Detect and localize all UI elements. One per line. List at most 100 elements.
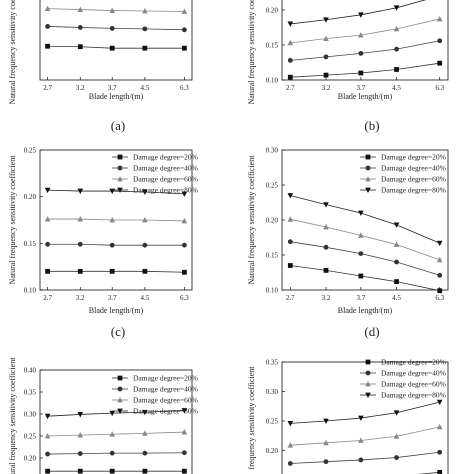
data-point-s3-4 [393, 25, 400, 32]
x-tick-label: 2.7 [43, 294, 52, 302]
data-point-s2-5 [437, 38, 443, 44]
data-point-s1-3 [109, 468, 115, 474]
plot-frame [39, 0, 193, 81]
data-point-s4-4 [393, 410, 400, 416]
data-point-s2-2 [323, 244, 329, 250]
data-point-s1-2 [323, 268, 329, 273]
chart-panel-6: 0.35 0.30 0.25 0.20 frequency sensitivity co… [247, 358, 449, 474]
data-point-s3-3 [358, 437, 364, 443]
legend-marker [365, 154, 371, 160]
legend-marker [365, 359, 371, 365]
data-point-s3-2 [323, 35, 329, 42]
data-point-s2-4 [142, 26, 148, 32]
data-point-s4-2 [77, 412, 84, 418]
data-point-s1-4 [142, 45, 148, 51]
data-point-s4-2 [323, 17, 329, 23]
data-point-s4-4 [142, 189, 148, 195]
legend-entry: Damage degree=20% [381, 358, 446, 367]
data-point-s2-2 [77, 25, 83, 30]
data-point-s4-1 [287, 193, 294, 199]
legend: Damage degree=20% Damage degree=40% Damage… [112, 374, 198, 416]
x-tick-label: 3.7 [356, 84, 365, 92]
x-tick-label: 4.5 [392, 84, 401, 92]
data-point-s2-4 [394, 259, 399, 265]
y-tick-label: 0.20 [266, 447, 279, 455]
data-point-s1-2 [77, 44, 83, 50]
data-point-s2-4 [394, 46, 399, 52]
legend-entry: Damage degree=20% [133, 374, 198, 383]
panel-label: (c) [111, 324, 125, 339]
data-point-s2-1 [45, 451, 50, 457]
data-point-s4-2 [323, 202, 329, 208]
data-point-s4-3 [358, 415, 364, 422]
series-line-3 [47, 218, 185, 222]
data-point-s3-5 [181, 217, 188, 224]
data-point-s1-3 [358, 70, 364, 76]
legend-marker [365, 392, 371, 398]
y-axis-label: frequency sensitivity coefficient [247, 366, 256, 470]
legend-marker [365, 165, 371, 171]
data-point-s3-5 [181, 8, 188, 14]
y-tick-label: 0.15 [266, 252, 279, 260]
data-point-s4-3 [358, 12, 364, 18]
data-point-s2-3 [109, 25, 115, 31]
data-point-s1-1 [45, 468, 50, 474]
series-line-1 [290, 265, 440, 292]
data-point-s2-2 [323, 459, 329, 465]
data-point-s1-5 [437, 60, 443, 66]
y-tick-label: 0.35 [266, 359, 279, 367]
legend-marker [117, 375, 123, 381]
legend-entry: Damage degree=40% [381, 369, 446, 378]
legend-entry: Damage degree=60% [133, 396, 198, 405]
series-line-2 [290, 451, 440, 464]
x-tick-label: 3.7 [356, 294, 365, 302]
data-point-s3-4 [393, 433, 400, 439]
data-point-s2-3 [358, 457, 364, 463]
data-point-s3-5 [436, 256, 443, 263]
data-point-s2-1 [287, 461, 293, 466]
chart-panel-5: 0.40 0.35 0.30 0.25 0.20 Natural frequency se… [8, 357, 198, 474]
data-point-s1-3 [358, 273, 364, 279]
data-point-s1-1 [45, 43, 50, 49]
data-point-s3-5 [436, 16, 443, 22]
chart-panel-2: 2.7 3.2 3.7 4.5 6.3 0.10 0.15 0.20 Natural frequ… [247, 0, 449, 133]
data-point-s3-3 [109, 7, 115, 13]
series-line-2 [47, 452, 185, 455]
legend-marker [365, 176, 371, 182]
data-point-s4-5 [181, 191, 188, 197]
series-line-1 [47, 45, 185, 49]
series-line-2 [290, 40, 440, 61]
x-tick-label: 3.7 [108, 84, 117, 92]
y-axis-label: Natural frequency sensitivity coefficien… [8, 0, 17, 104]
y-axis-label: Natural frequency sensitivity coefficien… [8, 155, 17, 285]
legend-entry: Damage degree=80% [133, 407, 198, 416]
legend-marker [117, 386, 123, 392]
legend: Damage degree=20% Damage degree=40% Damage… [360, 153, 446, 195]
data-point-s3-5 [436, 423, 443, 430]
legend-entry: Damage degree=60% [133, 175, 198, 184]
data-point-s4-5 [436, 240, 443, 247]
legend-marker [365, 187, 371, 193]
x-tick-label: 3.2 [76, 294, 85, 302]
data-point-s2-1 [287, 239, 293, 245]
legend-marker [117, 154, 123, 160]
data-point-s2-5 [182, 27, 187, 33]
y-tick-label: 0.10 [24, 287, 37, 295]
legend-entry: Damage degree=80% [381, 186, 446, 195]
legend-entry: Damage degree=60% [381, 175, 446, 184]
x-axis-label: Blade length/(m) [338, 92, 393, 101]
data-point-s4-1 [44, 413, 51, 420]
data-point-s3-5 [181, 429, 188, 435]
x-tick-label: 6.3 [435, 84, 444, 92]
data-point-s4-1 [287, 420, 294, 427]
data-point-s2-4 [394, 455, 399, 460]
data-point-s4-1 [44, 187, 51, 194]
data-point-s2-5 [437, 272, 443, 278]
data-point-s1-4 [142, 268, 148, 274]
x-tick-label: 4.5 [392, 294, 401, 302]
legend-marker [365, 370, 371, 376]
x-tick-label: 4.5 [141, 294, 150, 302]
y-tick-label: 0.35 [24, 389, 37, 397]
legend-entry: Damage degree=20% [381, 153, 446, 162]
